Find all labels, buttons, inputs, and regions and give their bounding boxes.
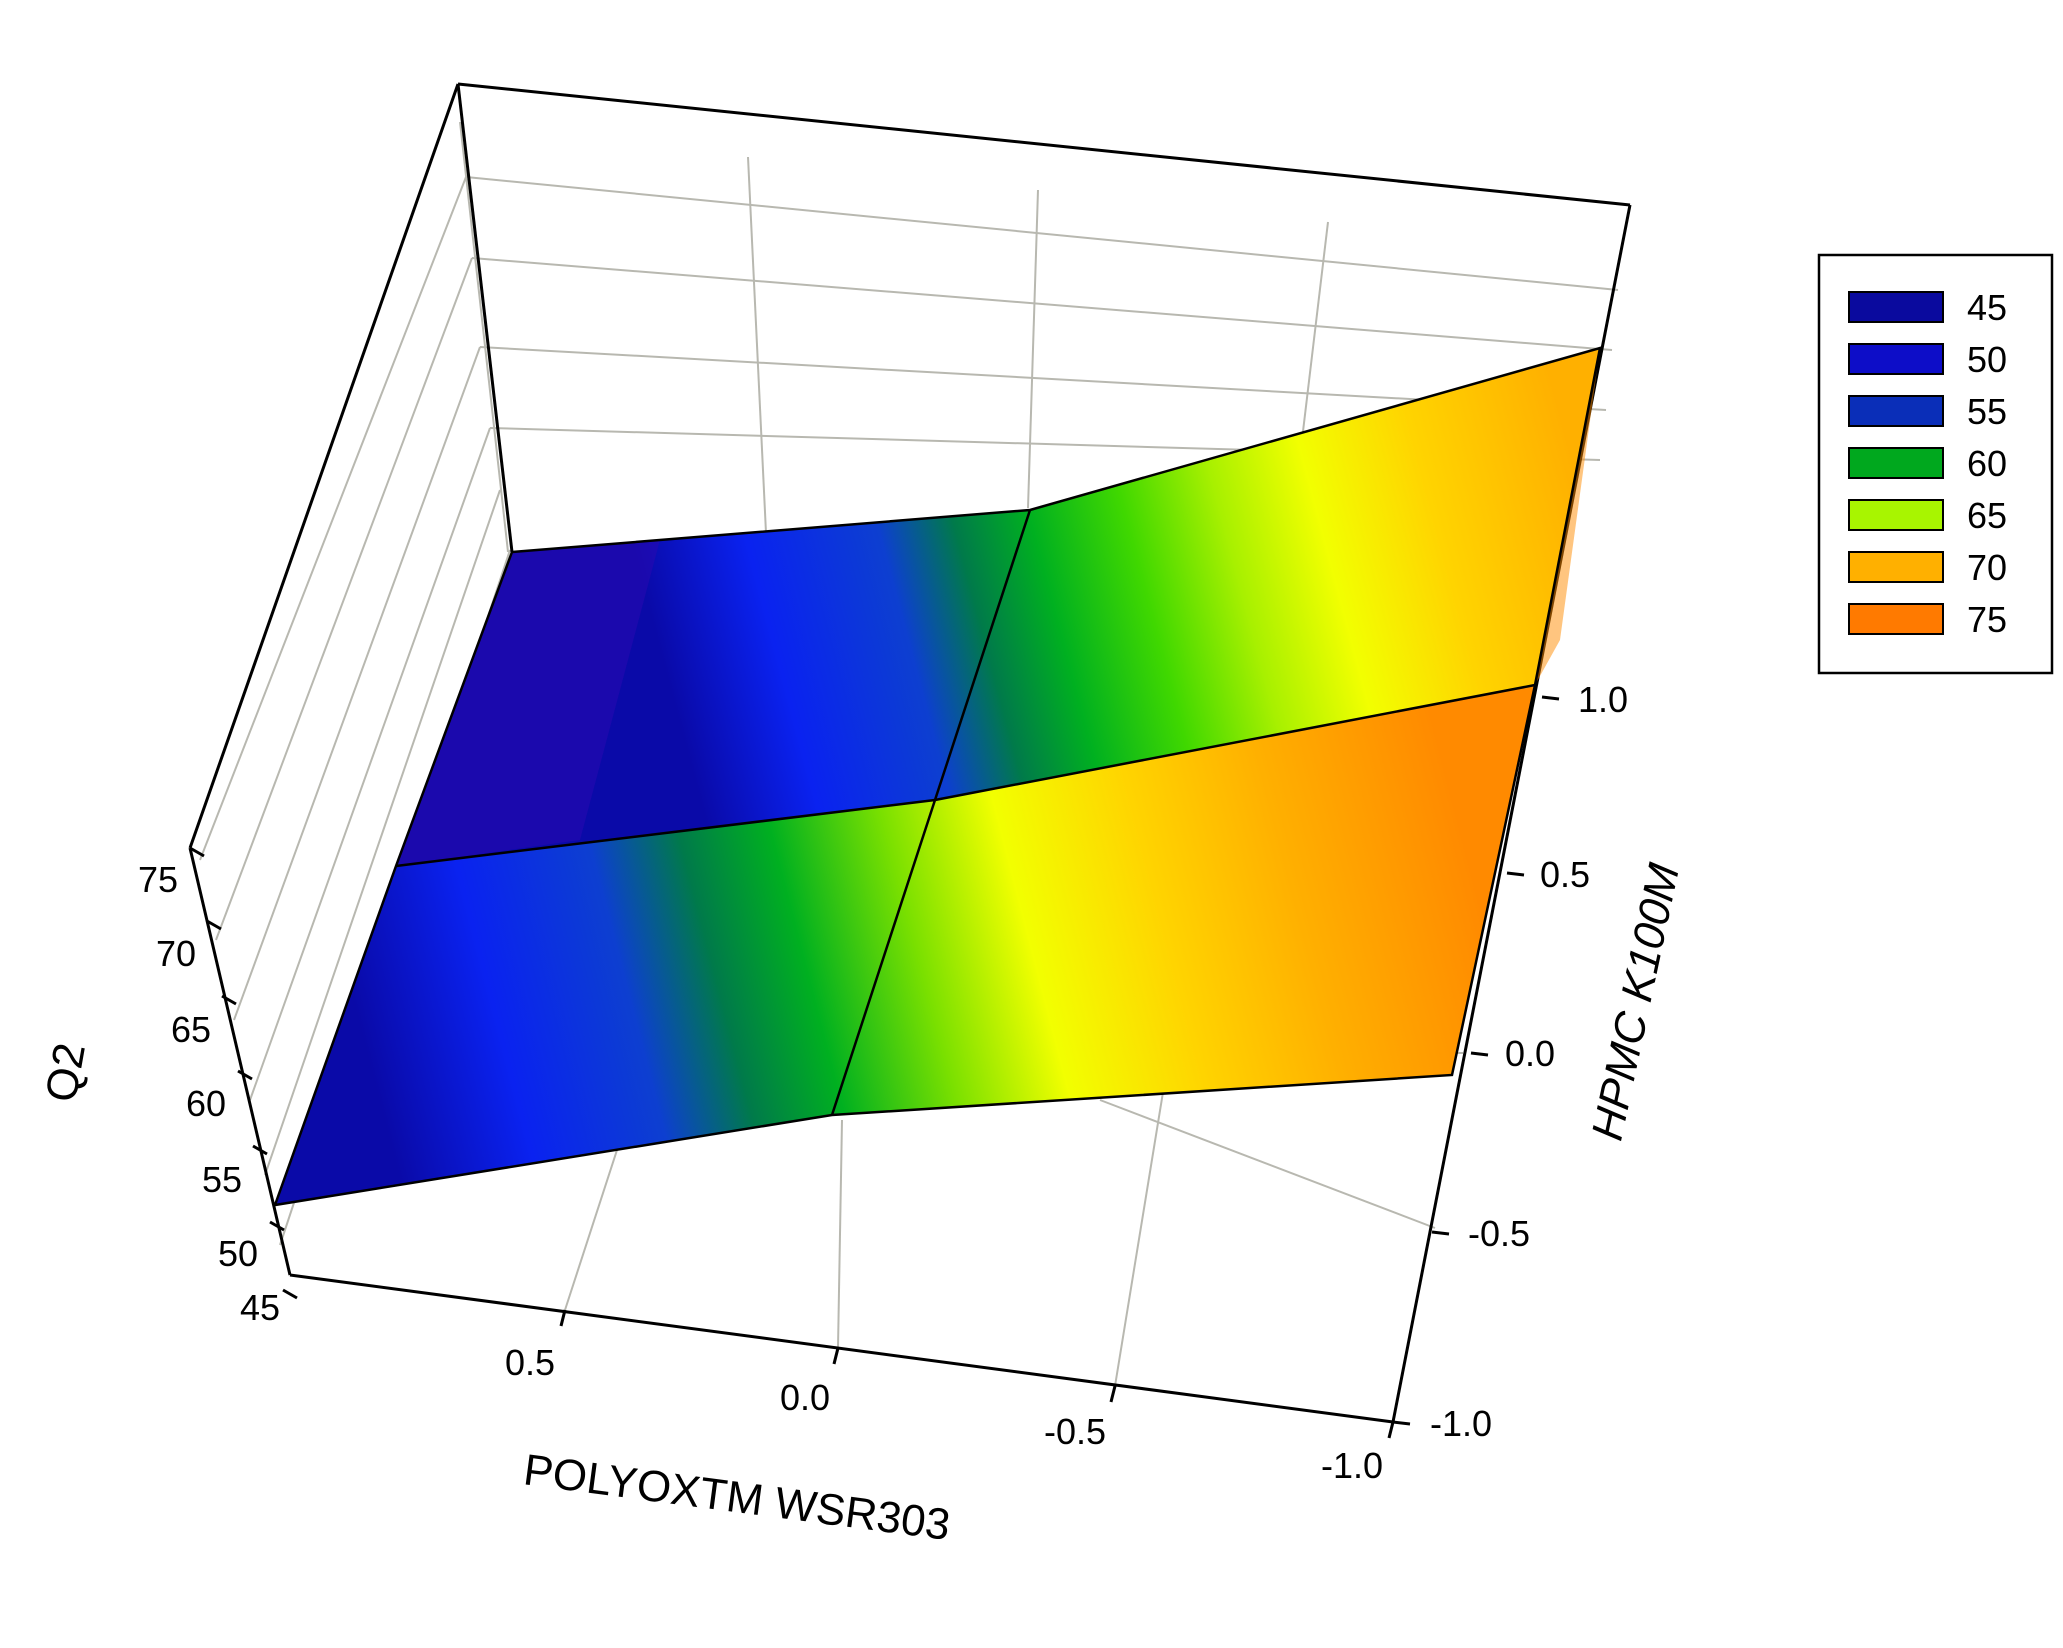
legend: 45 50 55 60 65 70 75: [1817, 253, 2054, 675]
y-tick-label: -0.5: [1468, 1213, 1530, 1254]
legend-swatch: [1848, 395, 1944, 427]
surface-dark-band: [396, 540, 660, 866]
y-tick-label: 0.0: [1505, 1033, 1555, 1074]
y-tick-label: 0.5: [1540, 854, 1590, 895]
z-tick-label: 70: [156, 933, 196, 974]
legend-swatch: [1848, 551, 1944, 583]
legend-swatch: [1848, 343, 1944, 375]
z-tick-label: 60: [186, 1083, 226, 1124]
z-tick-label: 75: [138, 859, 178, 900]
legend-label: 75: [1967, 599, 2007, 640]
x-axis: 0.5 0.0 -0.5 -1.0 POLYOXTM WSR303: [505, 1309, 1395, 1550]
legend-label: 60: [1967, 443, 2007, 484]
z-axis: 75 70 65 60 55 50 45 Q2: [36, 846, 298, 1328]
z-axis-title: Q2: [36, 1039, 94, 1105]
y-tick-label: 1.0: [1578, 679, 1628, 720]
legend-swatch: [1848, 499, 1944, 531]
legend-swatch: [1848, 447, 1944, 479]
legend-swatch: [1848, 603, 1944, 635]
z-tick-label: 65: [171, 1009, 211, 1050]
legend-label: 55: [1967, 391, 2007, 432]
x-tick-label: 0.5: [505, 1342, 555, 1383]
x-tick-label: -1.0: [1321, 1445, 1383, 1486]
legend-label: 65: [1967, 495, 2007, 536]
legend-label: 45: [1967, 287, 2007, 328]
surface: [273, 346, 1602, 1207]
surface-lower-patch: [275, 685, 1535, 1205]
z-tick-label: 50: [218, 1233, 258, 1274]
back-wall-grid: [459, 121, 1619, 553]
y-axis-title: HPMC K100M: [1583, 859, 1689, 1145]
surface-mesh: [273, 346, 1602, 1207]
y-tick-label: -1.0: [1430, 1403, 1492, 1444]
z-tick-label: 55: [202, 1159, 242, 1200]
x-axis-title: POLYOXTM WSR303: [521, 1445, 953, 1550]
legend-label: 50: [1967, 339, 2007, 380]
legend-label: 70: [1967, 547, 2007, 588]
x-tick-label: -0.5: [1044, 1411, 1106, 1452]
legend-swatch: [1848, 291, 1944, 323]
z-tick-label: 45: [240, 1287, 280, 1328]
x-tick-label: 0.0: [780, 1377, 830, 1418]
